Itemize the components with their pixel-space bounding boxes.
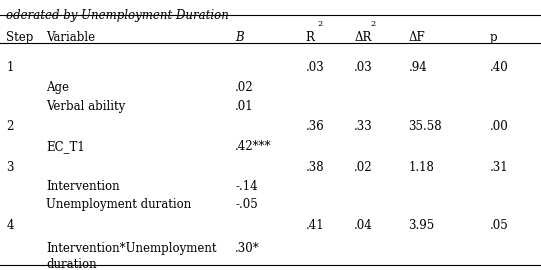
Text: 2: 2 bbox=[371, 20, 376, 28]
Text: B: B bbox=[235, 31, 244, 44]
Text: Intervention*Unemployment
duration: Intervention*Unemployment duration bbox=[46, 242, 216, 270]
Text: oderated by Unemployment Duration: oderated by Unemployment Duration bbox=[6, 9, 229, 22]
Text: ΔF: ΔF bbox=[408, 31, 425, 44]
Text: -.05: -.05 bbox=[235, 198, 258, 211]
Text: 2: 2 bbox=[318, 20, 323, 28]
Text: 4: 4 bbox=[6, 219, 14, 232]
Text: .01: .01 bbox=[235, 100, 254, 113]
Text: Step: Step bbox=[6, 31, 34, 44]
Text: 3.95: 3.95 bbox=[408, 219, 435, 232]
Text: R: R bbox=[306, 31, 314, 44]
Text: .38: .38 bbox=[306, 161, 324, 174]
Text: .31: .31 bbox=[490, 161, 508, 174]
Text: 3: 3 bbox=[6, 161, 14, 174]
Text: .41: .41 bbox=[306, 219, 324, 232]
Text: Verbal ability: Verbal ability bbox=[46, 100, 125, 113]
Text: 1: 1 bbox=[6, 61, 14, 74]
Text: Intervention: Intervention bbox=[46, 180, 120, 193]
Text: .42***: .42*** bbox=[235, 140, 272, 153]
Text: .33: .33 bbox=[354, 120, 373, 133]
Text: .00: .00 bbox=[490, 120, 509, 133]
Text: EC_T1: EC_T1 bbox=[46, 140, 85, 153]
Text: p: p bbox=[490, 31, 497, 44]
Text: Age: Age bbox=[46, 81, 69, 94]
Text: .04: .04 bbox=[354, 219, 373, 232]
Text: Variable: Variable bbox=[46, 31, 95, 44]
Text: .36: .36 bbox=[306, 120, 325, 133]
Text: .05: .05 bbox=[490, 219, 509, 232]
Text: Unemployment duration: Unemployment duration bbox=[46, 198, 191, 211]
Text: -.14: -.14 bbox=[235, 180, 258, 193]
Text: 2: 2 bbox=[6, 120, 14, 133]
Text: .94: .94 bbox=[408, 61, 427, 74]
Text: 35.58: 35.58 bbox=[408, 120, 442, 133]
Text: .40: .40 bbox=[490, 61, 509, 74]
Text: ΔR: ΔR bbox=[354, 31, 372, 44]
Text: .30*: .30* bbox=[235, 242, 260, 255]
Text: .03: .03 bbox=[306, 61, 325, 74]
Text: .02: .02 bbox=[354, 161, 373, 174]
Text: .03: .03 bbox=[354, 61, 373, 74]
Text: 1.18: 1.18 bbox=[408, 161, 434, 174]
Text: .02: .02 bbox=[235, 81, 254, 94]
